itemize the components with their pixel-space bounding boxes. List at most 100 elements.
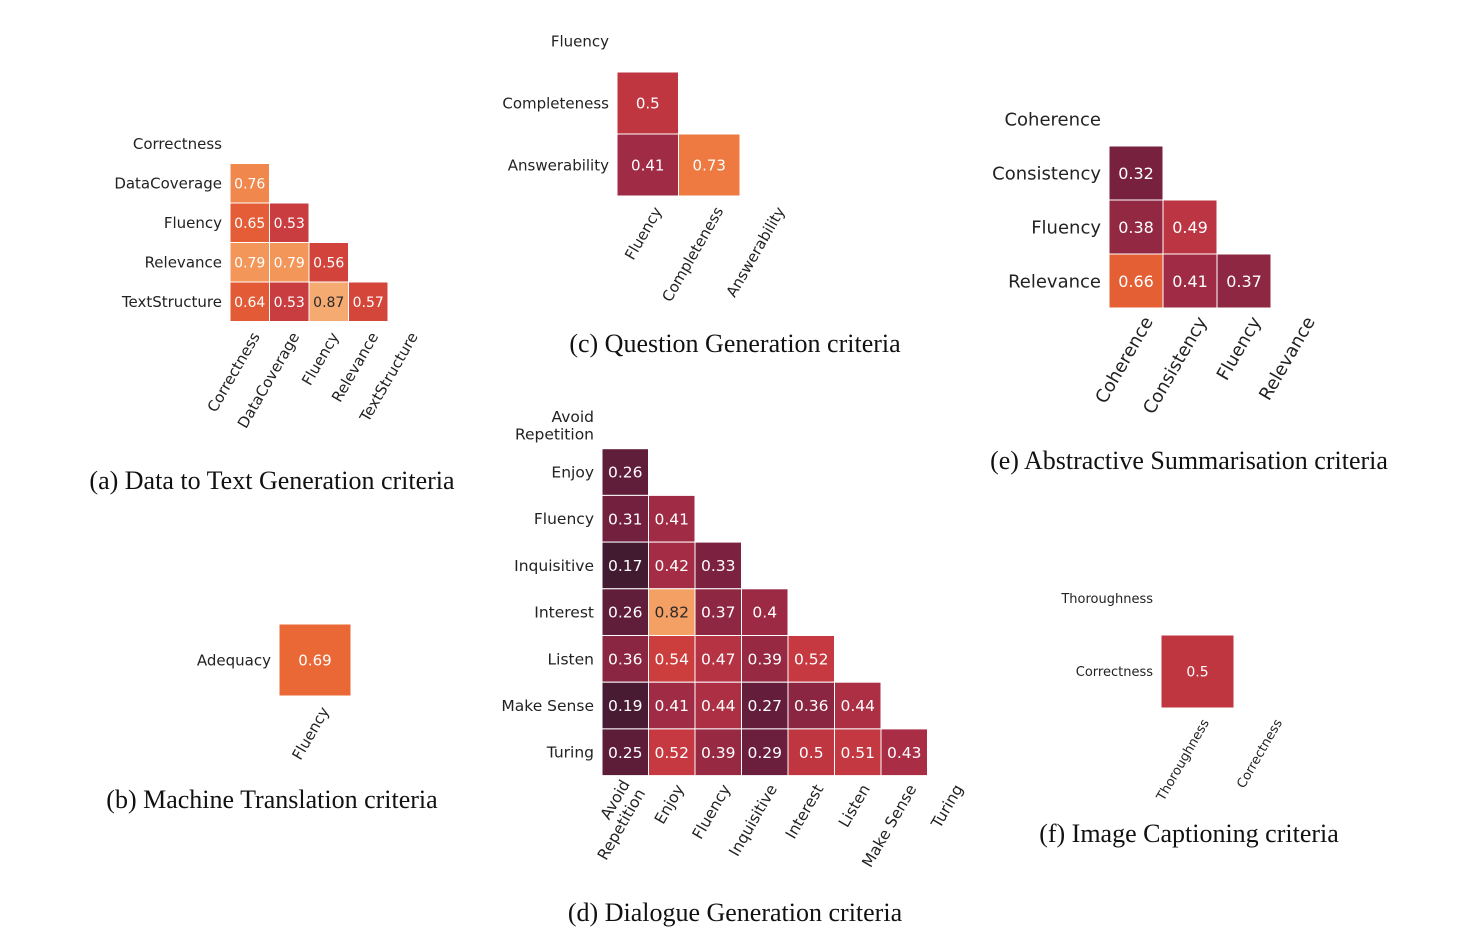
heatmap-cell-e-3-2 [1216, 253, 1272, 309]
cell-value-label: 0.19 [608, 697, 643, 715]
panel-caption-c: (c) Question Generation criteria [569, 329, 901, 358]
row-label-thoroughness: Thoroughness [1060, 592, 1153, 607]
cell-value-label: 0.39 [701, 744, 736, 762]
col-label-correctness: Correctness [1234, 717, 1286, 792]
col-label-relevance: Relevance [1255, 313, 1320, 404]
panel-caption-b: (b) Machine Translation criteria [106, 785, 438, 814]
panel-caption-d: (d) Dialogue Generation criteria [568, 898, 903, 927]
col-label-fluency: Fluency [298, 329, 343, 388]
panel-caption-f: (f) Image Captioning criteria [1039, 819, 1339, 848]
heatmap-panel-c: 0.50.41 0.73FluencyCompletenessAnswerabil… [502, 32, 901, 358]
row-label-avoid-repetition: Avoid Repetition [515, 408, 594, 444]
heatmap-cell-b-0-0 [278, 623, 352, 697]
row-label-relevance: Relevance [1008, 271, 1101, 292]
col-label-inquisitive: Inquisitive [725, 781, 781, 859]
heatmap-panel-a: 0.76 0.65 0.53 0.79 0.79 0.56 0.64 0.53 0.87 0.57… [89, 135, 455, 495]
cell-value-label: 0.44 [840, 697, 875, 715]
cell-value-label: 0.43 [887, 744, 922, 762]
heatmap-cell-d-2-0 [601, 494, 649, 543]
col-label-listen: Listen [835, 781, 874, 830]
cell-value-label: 0.65 [234, 216, 265, 232]
cell-value-label: 0.54 [654, 650, 689, 668]
col-label-fluency: Fluency [288, 704, 333, 763]
heatmap-cell-d-2-1 [648, 494, 696, 543]
row-label-coherence: Coherence [1004, 109, 1101, 130]
cell-value-label: 0.17 [608, 557, 643, 575]
heatmap-cell-a-2-0 [229, 202, 270, 243]
cell-value-label: 0.5 [636, 94, 660, 112]
heatmap-cell-c-2-0 [616, 133, 679, 197]
cell-value-label: 0.52 [794, 650, 829, 668]
cell-value-label: 0.37 [701, 604, 736, 622]
col-label-fluency: Fluency [689, 781, 735, 842]
col-label-fluency: Fluency [621, 204, 666, 263]
heatmap-cell-a-4-1 [269, 281, 310, 322]
cell-value-label: 0.29 [747, 744, 782, 762]
cell-value-label: 0.32 [1118, 164, 1154, 183]
cell-value-label: 0.82 [654, 604, 689, 622]
cell-value-label: 0.51 [840, 744, 875, 762]
heatmap-cell-d-7-6 [880, 728, 928, 777]
panel-caption-a: (a) Data to Text Generation criteria [89, 466, 455, 495]
cell-value-label: 0.31 [608, 510, 643, 528]
row-label-relevance: Relevance [145, 254, 222, 272]
cell-value-label: 0.56 [313, 255, 344, 271]
row-label-fluency: Fluency [534, 510, 594, 528]
heatmap-cell-a-4-0 [229, 281, 270, 322]
cell-value-label: 0.33 [701, 557, 736, 575]
heatmap-panel-b: 0.69 Adequacy Fluency (b) Machine Translati… [106, 623, 438, 814]
cell-value-label: 0.4 [752, 604, 777, 622]
cell-value-label: 0.66 [1118, 272, 1154, 291]
heatmap-cell-a-4-2 [308, 281, 349, 322]
cell-value-label: 0.49 [1172, 218, 1208, 237]
row-label-fluency: Fluency [551, 32, 609, 50]
cell-value-label: 0.36 [794, 697, 829, 715]
cell-value-label: 0.53 [274, 295, 305, 311]
row-label-answerability: Answerability [508, 156, 609, 174]
col-label-thoroughness: Thoroughness [1154, 717, 1213, 805]
cell-value-label: 0.52 [654, 744, 689, 762]
heatmap-cell-f-1-0 [1160, 634, 1235, 709]
heatmap-panel-e: 0.32 0.38 0.49 0.66 0.41 0.37 Coherence Consist… [990, 109, 1388, 475]
row-label-adequacy: Adequacy [197, 651, 271, 669]
cell-value-label: 0.53 [274, 216, 305, 232]
heatmap-cell-d-6-5 [834, 681, 882, 730]
cell-value-label: 0.5 [799, 744, 824, 762]
cell-value-label: 0.69 [298, 651, 331, 669]
col-label-enjoy: Enjoy [651, 781, 688, 827]
row-label-completeness: Completeness [502, 94, 609, 112]
row-label-interest: Interest [534, 604, 594, 622]
heatmap-cell-d-7-2 [694, 728, 742, 777]
panel-caption-e: (e) Abstractive Summarisation criteria [990, 446, 1388, 475]
cell-value-label: 0.79 [274, 255, 305, 271]
cell-value-label: 0.41 [654, 510, 689, 528]
row-label-correctness: Correctness [133, 135, 222, 153]
heatmap-cell-d-3-0 [601, 541, 649, 590]
heatmap-cell-d-7-0 [601, 728, 649, 777]
col-label-turing: Turing [927, 781, 967, 832]
cell-value-label: 0.26 [608, 604, 643, 622]
heatmap-cell-c-2-1 [678, 133, 741, 197]
col-label-fluency: Fluency [1213, 313, 1266, 384]
heatmap-cell-a-3-2 [308, 242, 349, 283]
cell-value-label: 0.27 [747, 697, 782, 715]
row-label-correctness: Correctness [1076, 665, 1153, 680]
row-label-inquisitive: Inquisitive [514, 557, 594, 575]
col-label-answerability: Answerability [723, 204, 789, 301]
cell-value-label: 0.37 [1226, 272, 1262, 291]
heatmap-cell-e-3-1 [1162, 253, 1218, 309]
cell-value-label: 0.73 [693, 156, 726, 174]
heatmap-cell-d-7-5 [834, 728, 882, 777]
cell-value-label: 0.79 [234, 255, 265, 271]
row-label-listen: Listen [548, 650, 594, 668]
heatmap-cell-c-1-0 [616, 71, 679, 135]
row-label-enjoy: Enjoy [551, 463, 594, 481]
cell-value-label: 0.25 [608, 744, 643, 762]
heatmap-cell-d-5-1 [648, 635, 696, 683]
row-label-datacoverage: DataCoverage [114, 175, 222, 193]
cell-value-label: 0.47 [701, 650, 736, 668]
cell-value-label: 0.39 [747, 650, 782, 668]
heatmap-panel-f: 0.5 Thoroughness Correctness Thoroughness Co… [1039, 592, 1339, 848]
heatmap-cell-a-1-0 [229, 163, 270, 204]
